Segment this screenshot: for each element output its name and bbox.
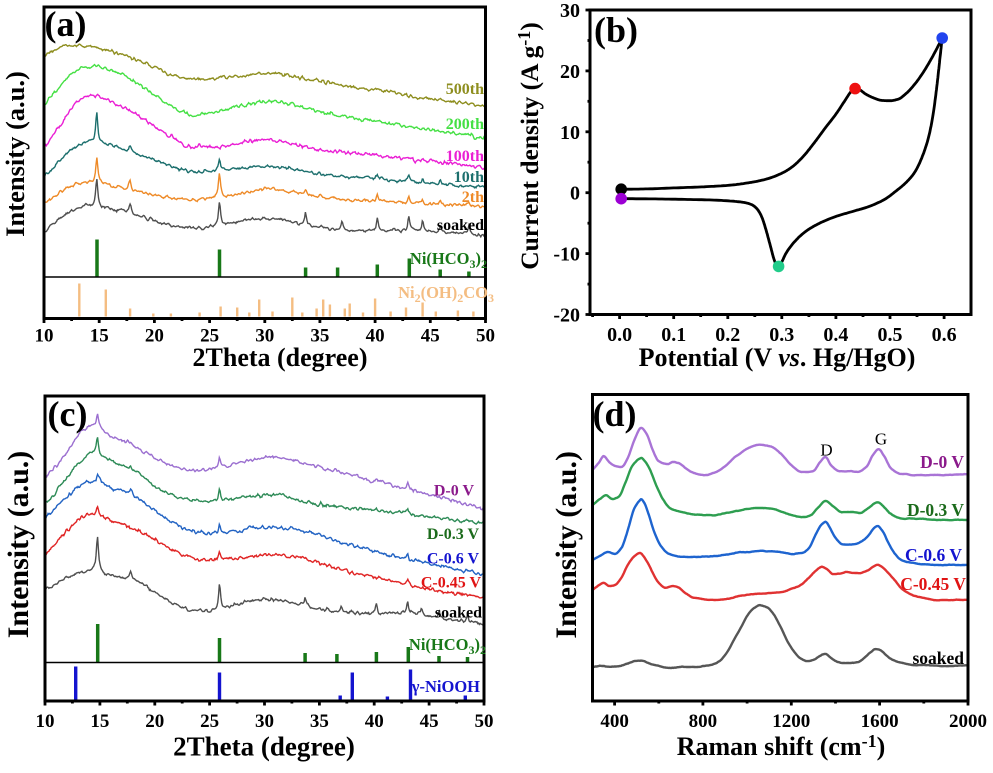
svg-text:(b): (b) [594,10,638,50]
svg-text:2th: 2th [462,189,484,206]
svg-text:25: 25 [200,711,219,732]
svg-text:Ni(HCO3)2: Ni(HCO3)2 [410,249,487,271]
svg-text:30: 30 [255,711,274,732]
svg-text:100th: 100th [446,148,484,165]
svg-text:20: 20 [145,326,164,347]
svg-text:1200: 1200 [772,711,810,732]
svg-text:γ-NiOOH: γ-NiOOH [411,677,480,696]
svg-text:30: 30 [255,326,274,347]
svg-text:50: 50 [476,326,495,347]
svg-text:Current density (A g-1): Current density (A g-1) [514,22,544,270]
svg-text:10th: 10th [454,169,484,186]
svg-text:35: 35 [310,711,329,732]
svg-text:45: 45 [421,326,440,347]
svg-text:10: 10 [560,122,580,144]
svg-text:15: 15 [90,711,109,732]
svg-text:500th: 500th [446,81,484,98]
svg-text:D-0 V: D-0 V [434,483,475,500]
svg-text:D-0.3 V: D-0.3 V [907,500,964,520]
svg-text:20: 20 [560,61,580,83]
svg-text:C-0.6 V: C-0.6 V [905,545,962,565]
svg-text:Potential (V vs. Hg/HgO): Potential (V vs. Hg/HgO) [639,343,916,372]
svg-text:2000: 2000 [949,711,987,732]
svg-text:50: 50 [475,711,494,732]
svg-text:0: 0 [570,183,580,205]
svg-text:Intensity (a.u.): Intensity (a.u.) [550,451,583,639]
svg-text:25: 25 [200,326,219,347]
svg-text:Raman shift (cm-1): Raman shift (cm-1) [677,731,886,761]
svg-text:0.2: 0.2 [715,324,740,346]
svg-text:2Theta (degree): 2Theta (degree) [193,343,368,372]
svg-text:0.6: 0.6 [932,324,957,346]
svg-text:(a): (a) [45,4,87,44]
svg-text:soaked: soaked [437,217,484,234]
svg-text:-20: -20 [553,305,580,327]
svg-text:0.4: 0.4 [823,324,848,346]
svg-text:20: 20 [145,711,164,732]
svg-text:200th: 200th [446,116,484,133]
svg-text:(d): (d) [593,394,637,434]
svg-text:Intensity (a.u.): Intensity (a.u.) [2,451,35,639]
svg-text:D-0 V: D-0 V [920,452,964,472]
svg-text:Ni(HCO3)2: Ni(HCO3)2 [409,635,486,657]
svg-text:30: 30 [560,0,580,22]
svg-text:45: 45 [420,711,439,732]
svg-text:400: 400 [600,711,629,732]
svg-text:C-0.45 V: C-0.45 V [421,575,482,592]
svg-text:soaked: soaked [912,648,964,668]
svg-text:35: 35 [310,326,329,347]
svg-text:0.1: 0.1 [661,324,686,346]
svg-text:40: 40 [365,711,384,732]
svg-text:0.3: 0.3 [769,324,794,346]
svg-text:G: G [875,430,887,449]
svg-text:15: 15 [90,326,109,347]
svg-text:D-0.3 V: D-0.3 V [427,526,480,543]
svg-text:10: 10 [36,711,55,732]
svg-text:C-0.45 V: C-0.45 V [900,574,966,594]
svg-text:(c): (c) [48,394,88,434]
svg-text:-10: -10 [553,244,580,266]
svg-text:0.0: 0.0 [607,324,632,346]
svg-text:0.5: 0.5 [878,324,903,346]
svg-text:C-0.6 V: C-0.6 V [427,551,480,568]
svg-text:2Theta (degree): 2Theta (degree) [173,732,355,762]
svg-text:10: 10 [35,326,54,347]
svg-text:Intensity (a.u.): Intensity (a.u.) [0,71,30,237]
svg-text:soaked: soaked [435,605,482,622]
svg-text:D: D [820,441,832,460]
svg-text:800: 800 [689,711,718,732]
svg-text:Ni2(OH)2CO3: Ni2(OH)2CO3 [398,283,494,305]
svg-text:1600: 1600 [861,711,899,732]
svg-text:40: 40 [366,326,385,347]
